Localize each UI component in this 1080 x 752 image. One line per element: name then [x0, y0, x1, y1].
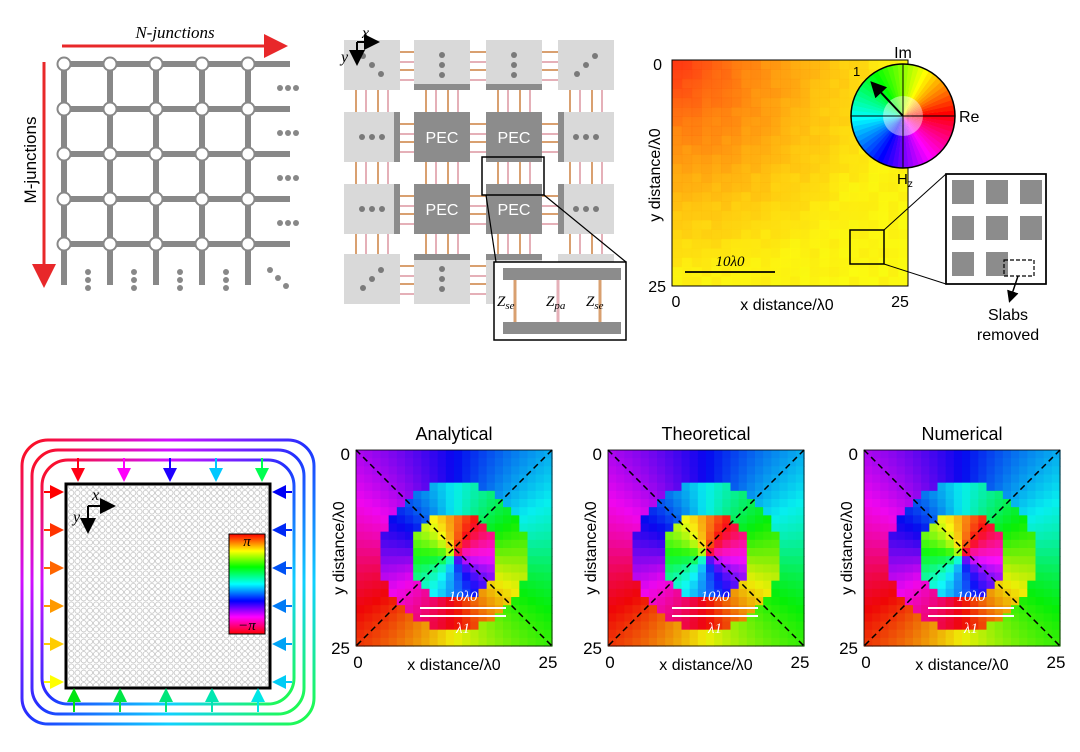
- junction-node: [240, 101, 256, 117]
- hz-x-tick-25: 25: [891, 294, 909, 311]
- y-tick-25: 25: [583, 639, 602, 658]
- junction-node: [56, 191, 72, 207]
- pec-label: PEC: [426, 130, 459, 147]
- junction-node: [102, 101, 118, 117]
- hz-y-axis-label: y distance/λ0: [647, 128, 664, 221]
- junction-node: [148, 101, 164, 117]
- junction-node: [148, 191, 164, 207]
- x-tick-0: 0: [605, 653, 614, 672]
- scale-bar-1: 10λ0: [449, 589, 478, 605]
- y-tick-0: 0: [341, 445, 350, 464]
- junction-node: [194, 56, 210, 72]
- scale-bar-label: 10λ0: [716, 254, 745, 270]
- axis-y-label: y: [339, 49, 349, 66]
- x-tick-0: 0: [353, 653, 362, 672]
- scale-bar-2: λ1: [707, 621, 722, 637]
- pec-label: PEC: [498, 130, 531, 147]
- junction-node: [102, 56, 118, 72]
- scale-bar-1: 10λ0: [701, 589, 730, 605]
- y-tick-0: 0: [593, 445, 602, 464]
- x-tick-25: 25: [539, 653, 558, 672]
- impedance-inset: Zse Zpa Zse: [493, 261, 627, 341]
- y-axis-label: y distance/λ0: [331, 501, 348, 594]
- cbar-top-label: π: [243, 534, 251, 550]
- x-axis-label: x distance/λ0: [659, 657, 752, 674]
- junction-node: [240, 191, 256, 207]
- y-axis-label: y distance/λ0: [583, 501, 600, 594]
- pec-block: [486, 112, 542, 162]
- hz-x-axis-label: x distance/λ0: [740, 297, 833, 314]
- phase-map-title: Theoretical: [661, 424, 750, 444]
- x-axis-label: x distance/λ0: [915, 657, 1008, 674]
- axis-indicator: x y: [339, 25, 380, 66]
- hz-y-tick-0: 0: [653, 57, 662, 74]
- x-axis-label: x distance/λ0: [407, 657, 500, 674]
- junction-node: [240, 236, 256, 252]
- junction-grid: [56, 56, 299, 291]
- junction-node: [148, 236, 164, 252]
- setup-axis-indicator: x y: [71, 487, 116, 534]
- wheel-one-label: 1: [853, 64, 860, 79]
- hz-field-panel: 10λ0 0 25 0 25 x distance/λ0 y distance/…: [647, 45, 1047, 344]
- complex-color-wheel: 1 Im Re Hz: [850, 45, 980, 190]
- scale-bar-2: λ1: [963, 621, 978, 637]
- junction-node: [56, 236, 72, 252]
- hz-x-tick-0: 0: [672, 294, 681, 311]
- pec-block: [414, 184, 470, 234]
- x-tick-0: 0: [861, 653, 870, 672]
- m-junctions-label: M-junctions: [21, 117, 40, 204]
- junction-node: [148, 56, 164, 72]
- pec-block: [486, 184, 542, 234]
- unit-cell-panel: PEC PEC PEC PEC x y Zse Zpa Zse: [339, 25, 627, 341]
- junction-node: [102, 146, 118, 162]
- setup-axis-x: x: [91, 487, 99, 504]
- junction-node: [194, 101, 210, 117]
- junction-node: [194, 146, 210, 162]
- pec-label: PEC: [426, 202, 459, 219]
- hz-y-tick-25: 25: [648, 279, 666, 296]
- junction-node: [194, 236, 210, 252]
- y-tick-0: 0: [849, 445, 858, 464]
- slabs-removed-inset: Slabs removed: [945, 173, 1047, 344]
- scale-bar-2: λ1: [455, 621, 470, 637]
- n-junctions-label: N-junctions: [134, 23, 215, 42]
- junction-node: [148, 146, 164, 162]
- excitation-setup-panel: x y π −π: [20, 438, 316, 726]
- pec-block: [414, 112, 470, 162]
- x-tick-25: 25: [791, 653, 810, 672]
- axis-x-label: x: [361, 25, 369, 42]
- wheel-field-label: Hz: [897, 171, 913, 190]
- junction-node: [56, 56, 72, 72]
- junction-node: [102, 236, 118, 252]
- scale-bar-1: 10λ0: [957, 589, 986, 605]
- junction-node: [56, 101, 72, 117]
- pec-label: PEC: [498, 202, 531, 219]
- junction-node: [102, 191, 118, 207]
- junction-node: [194, 191, 210, 207]
- slabs-label: Slabs: [988, 307, 1028, 324]
- junction-node: [56, 146, 72, 162]
- wheel-re-label: Re: [959, 109, 980, 126]
- setup-axis-y: y: [71, 509, 81, 526]
- zoom-box: [849, 229, 885, 265]
- junction-node: [240, 56, 256, 72]
- junction-grid-panel: N-junctions M-junctions: [21, 23, 299, 291]
- y-axis-label: y distance/λ0: [839, 501, 856, 594]
- y-tick-25: 25: [331, 639, 350, 658]
- x-tick-25: 25: [1047, 653, 1066, 672]
- wheel-im-label: Im: [894, 45, 912, 62]
- junction-node: [240, 146, 256, 162]
- phase-map-title: Analytical: [415, 424, 492, 444]
- y-tick-25: 25: [839, 639, 858, 658]
- removed-label: removed: [977, 327, 1039, 344]
- cbar-bottom-label: −π: [238, 618, 256, 634]
- phase-colorbar: π −π: [228, 533, 266, 635]
- phase-map-title: Numerical: [921, 424, 1002, 444]
